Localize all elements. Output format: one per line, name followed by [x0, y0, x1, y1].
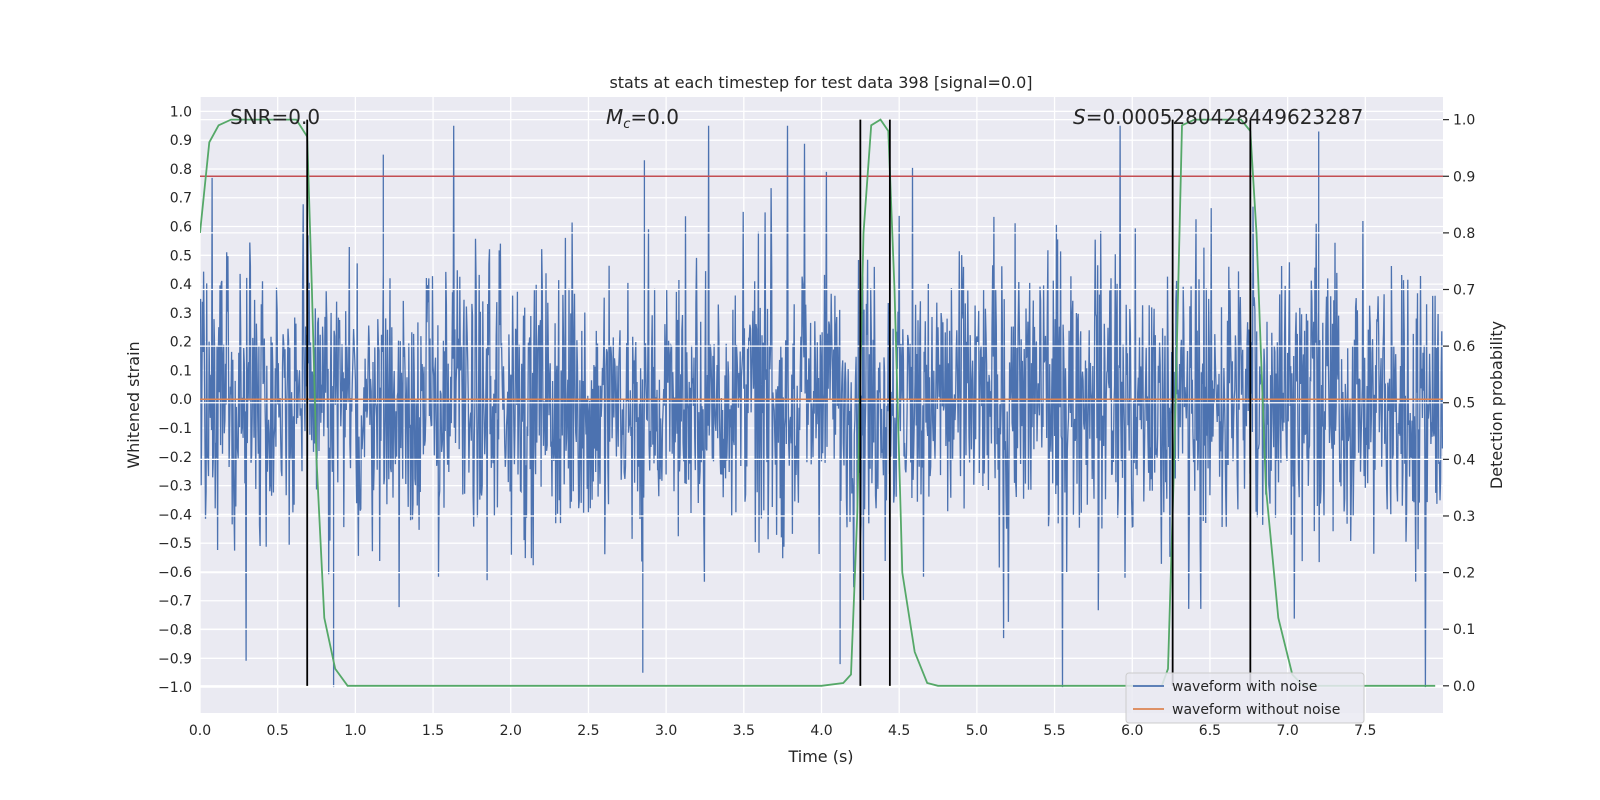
x-tick-label: 2.0	[500, 723, 522, 739]
y-right-tick-label: 0.8	[1453, 226, 1475, 242]
legend-box	[1125, 672, 1365, 724]
y-left-tick-label: −0.6	[158, 565, 192, 581]
x-tick-label: 2.5	[577, 723, 599, 739]
x-tick-label: 4.5	[888, 723, 910, 739]
y-left-tick-label: 0.2	[170, 335, 192, 351]
x-tick-label: 5.5	[1043, 723, 1065, 739]
x-tick-label: 1.0	[344, 723, 366, 739]
y-right-tick-label: 0.4	[1453, 452, 1475, 468]
y-right-tick-label: 0.1	[1453, 622, 1475, 638]
y-left-axis-label: Whitened strain	[124, 341, 143, 468]
y-left-axis-ticks: 1.0 0.9 0.8 0.7 0.6 0.5 0.4 0.3 0.2 0.1 0.0 −0.1 −0.…	[158, 104, 192, 696]
y-left-tick-label: 0.9	[170, 133, 192, 149]
y-right-tick-label: 0.9	[1453, 169, 1475, 185]
s-annotation: S=0.0005280428449623287	[1073, 105, 1363, 129]
x-tick-label: 6.5	[1199, 723, 1221, 739]
chirp-mass-subscript: c	[623, 117, 630, 132]
x-tick-label: 1.5	[422, 723, 444, 739]
y-right-tick-label: 1.0	[1453, 113, 1475, 129]
y-left-tick-label: −0.5	[158, 536, 192, 552]
x-axis-label: Time (s)	[787, 747, 853, 766]
legend-label-clean: waveform without noise	[1172, 702, 1340, 718]
y-left-tick-label: −0.3	[158, 479, 192, 495]
x-tick-label: 5.0	[966, 723, 988, 739]
y-left-tick-label: −0.7	[158, 594, 192, 610]
y-left-tick-label: 0.4	[170, 277, 192, 293]
y-left-tick-label: −0.8	[158, 623, 192, 639]
vertical-markers	[306, 119, 1252, 686]
y-left-tick-label: −0.2	[158, 450, 192, 466]
y-left-tick-label: 1.0	[170, 104, 192, 120]
y-right-tick-label: 0.2	[1453, 566, 1475, 582]
y-left-tick-label: 0.8	[170, 162, 192, 178]
legend: waveform with noise waveform without noi…	[1125, 672, 1365, 724]
x-tick-label: 0.0	[189, 723, 211, 739]
series-detection-probability	[200, 118, 1436, 687]
y-right-tick-label: 0.7	[1453, 283, 1475, 299]
y-left-tick-label: −0.1	[158, 421, 192, 437]
x-tick-label: 3.0	[655, 723, 677, 739]
legend-label-noise: waveform with noise	[1172, 679, 1317, 695]
x-axis-ticks: 0.0 0.5 1.0 1.5 2.0 2.5 3.0 3.5 4.0 4.5 5.0 5.5 6.0 6…	[189, 723, 1377, 739]
x-tick-label: 6.0	[1121, 723, 1143, 739]
chirp-mass-annotation: Mc=0.0	[606, 105, 679, 132]
chirp-mass-value: =0.0	[630, 105, 679, 129]
y-right-tick-label: 0.0	[1453, 679, 1475, 695]
y-left-tick-label: 0.3	[170, 306, 192, 322]
y-left-tick-label: 0.7	[170, 191, 192, 207]
chart-title: stats at each timestep for test data 398…	[609, 73, 1032, 92]
x-tick-label: 0.5	[267, 723, 289, 739]
s-value: =0.0005280428449623287	[1086, 105, 1364, 129]
y-left-tick-label: −0.4	[158, 507, 192, 523]
y-right-tick-label: 0.5	[1453, 396, 1475, 412]
snr-annotation: SNR=0.0	[230, 105, 320, 129]
y-right-axis-ticks: 1.0 0.9 0.8 0.7 0.6 0.5 0.4 0.3 0.2 0.1 0.0	[1443, 113, 1475, 695]
y-left-tick-label: 0.6	[170, 220, 192, 236]
y-left-tick-label: −0.9	[158, 651, 192, 667]
s-symbol: S	[1073, 105, 1086, 129]
series-waveform-with-noise	[200, 125, 1443, 688]
y-left-tick-label: 0.0	[170, 392, 192, 408]
x-tick-label: 3.5	[733, 723, 755, 739]
y-left-tick-label: 0.5	[170, 248, 192, 264]
x-tick-label: 7.0	[1276, 723, 1298, 739]
y-left-tick-label: 0.1	[170, 363, 192, 379]
y-right-tick-label: 0.3	[1453, 509, 1475, 525]
y-right-tick-label: 0.6	[1453, 339, 1475, 355]
x-tick-label: 7.5	[1354, 723, 1376, 739]
y-right-axis-label: Detection probability	[1487, 321, 1506, 489]
x-tick-label: 4.0	[810, 723, 832, 739]
chirp-mass-symbol: M	[606, 105, 623, 129]
y-left-tick-label: −1.0	[158, 680, 192, 696]
